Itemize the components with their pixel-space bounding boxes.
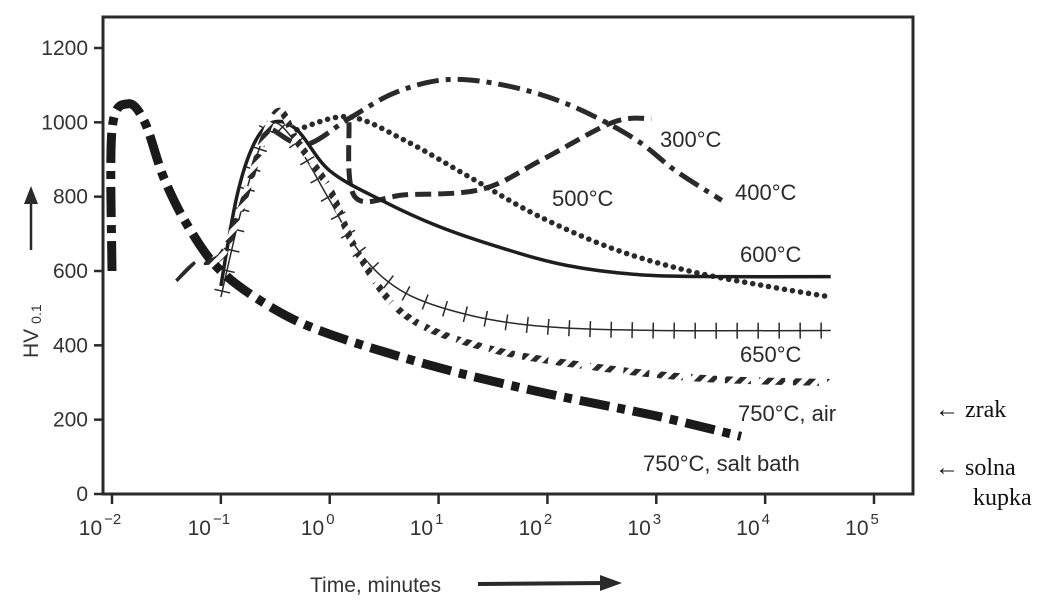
x-axis-title: Time, minutes: [310, 574, 622, 597]
note-salt-bath: ← solna kupka: [935, 453, 1032, 513]
series-750c-air: [178, 111, 831, 382]
note-air-arrow: ←: [935, 397, 959, 423]
label-500c: 500°C: [552, 186, 614, 211]
label-750c-salt-bath: 750°C, salt bath: [643, 451, 800, 476]
y-tick-label: 800: [53, 186, 88, 209]
y-axis-title: HV0.1: [20, 186, 44, 358]
note-air: ← zrak: [935, 395, 1006, 425]
y-tick-label: 600: [53, 260, 88, 283]
series-tick-mark: [590, 321, 591, 337]
series-tick-mark: [526, 317, 528, 333]
y-axis-ticks: 0 200 400 600 800 1000 1200: [41, 37, 103, 506]
x-tick-label: 10−2: [79, 511, 121, 540]
label-750c-air: 750°C, air: [738, 401, 836, 426]
series-650c: [221, 122, 831, 331]
series-tick-mark: [402, 286, 410, 300]
x-axis-arrow-shaft: [478, 583, 605, 584]
x-axis-label: Time, minutes: [310, 574, 441, 597]
series-tick-mark: [548, 319, 549, 335]
note-salt-bath-arrow: ←: [935, 455, 959, 481]
y-tick-label: 1000: [41, 111, 88, 134]
note-salt-bath-text-2: kupka: [935, 485, 1032, 511]
series-layer: [111, 79, 831, 436]
y-tick-label: 0: [76, 483, 88, 506]
label-300c: 300°C: [660, 127, 722, 152]
y-axis-label: HV0.1: [20, 304, 44, 358]
y-tick-label: 1200: [41, 37, 88, 60]
label-650c: 650°C: [740, 342, 802, 367]
y-tick-label: 400: [53, 334, 88, 357]
y-tick-label: 200: [53, 409, 88, 432]
label-600c: 600°C: [740, 242, 802, 267]
note-air-text: zrak: [965, 397, 1006, 423]
label-400c: 400°C: [735, 180, 797, 205]
series-tick-mark: [384, 276, 394, 289]
note-salt-bath-text-1: solna: [965, 455, 1016, 481]
series-tick-mark: [569, 320, 570, 336]
x-axis-arrow-head: [600, 575, 622, 591]
x-tick-label: 10−1: [188, 511, 230, 540]
y-axis-arrow-head: [24, 186, 38, 204]
